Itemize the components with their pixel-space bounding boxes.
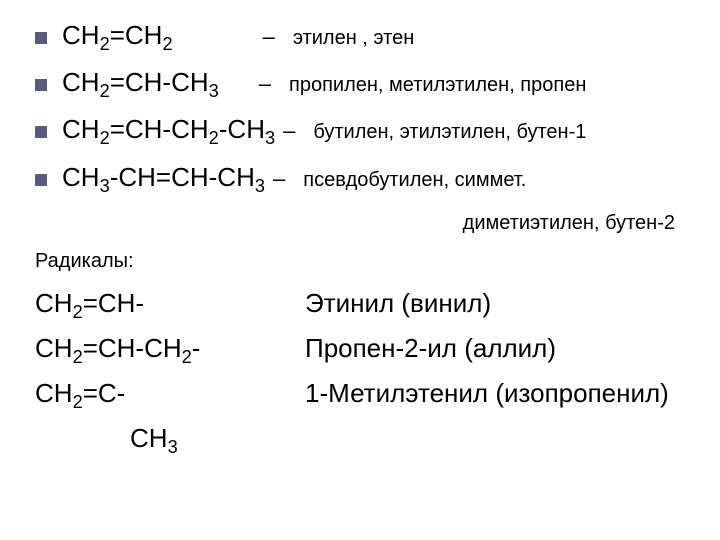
bullet-item: СН3-СН=СН-СН3 – псевдобутилен, симмет.	[35, 162, 685, 197]
formula: СН2=СН-СН2-СН3	[62, 114, 275, 149]
radical-name: Пропен-2-ил (аллил)	[305, 333, 556, 368]
formula: СН3-СН=СН-СН3	[62, 162, 265, 197]
subscript: 3	[100, 176, 110, 196]
formula-part: СН	[62, 67, 100, 97]
formula-part: =СН-СН	[110, 114, 209, 144]
radical-row: СН2=СН- Этинил (винил)	[35, 288, 685, 323]
formula-part: СН	[62, 162, 100, 192]
bullet-square	[35, 79, 47, 91]
bullet-list: СН2=СН2 – этилен , этен СН2=СН-СН3 – про…	[35, 20, 685, 197]
bullet-item: СН2=СН-СН3 – пропилен, метилэтилен, проп…	[35, 67, 685, 102]
compound-name: пропилен, метилэтилен, пропен	[289, 74, 586, 97]
subscript: 2	[100, 81, 110, 101]
radical-name: Этинил (винил)	[305, 288, 491, 323]
branch-group: СН3	[130, 423, 685, 458]
formula-part: СН	[35, 378, 73, 408]
compound-name: этилен , этен	[293, 27, 414, 50]
em-dash: –	[273, 166, 285, 192]
name-continuation: диметиэтилен, бутен-2	[35, 212, 685, 235]
radical-name: 1-Метилэтенил (изопропенил)	[305, 378, 669, 413]
bullet-square	[35, 174, 47, 186]
em-dash: –	[283, 118, 295, 144]
subscript: 2	[100, 129, 110, 149]
radical-formula: СН2=СН-	[35, 288, 305, 323]
compound-name: псевдобутилен, симмет.	[303, 169, 526, 192]
em-dash: –	[259, 71, 271, 97]
formula: СН2=СН-СН3	[62, 67, 219, 102]
formula-part: СН	[35, 333, 73, 363]
bullet-square	[35, 32, 47, 44]
formula-part: =СН	[110, 20, 163, 50]
bullet-item: СН2=СН2 – этилен , этен	[35, 20, 685, 55]
subscript: 3	[265, 129, 275, 149]
formula-part: =С-	[83, 378, 126, 408]
subscript: 3	[209, 81, 219, 101]
compound-name: бутилен, этилэтилен, бутен-1	[313, 121, 586, 144]
subscript: 2	[100, 34, 110, 54]
subscript: 2	[73, 302, 83, 322]
formula-part: -СН=СН-СН	[110, 162, 255, 192]
subscript: 2	[73, 392, 83, 412]
subscript: 3	[255, 176, 265, 196]
formula-part: -	[192, 333, 201, 363]
subscript: 2	[162, 34, 172, 54]
formula: СН2=СН2	[62, 20, 173, 55]
radicals-title: Радикалы:	[35, 250, 685, 273]
subscript: 3	[168, 438, 178, 458]
radical-formula: СН2=С-	[35, 378, 305, 413]
formula-part: =СН-	[83, 288, 144, 318]
radical-row: СН2=СН-СН2- Пропен-2-ил (аллил)	[35, 333, 685, 368]
bullet-item: СН2=СН-СН2-СН3 – бутилен, этилэтилен, бу…	[35, 114, 685, 149]
em-dash: –	[263, 24, 275, 50]
radical-formula: СН2=СН-СН2-	[35, 333, 305, 368]
subscript: 2	[73, 347, 83, 367]
formula-part: СН	[62, 114, 100, 144]
formula-part: =СН-СН	[83, 333, 182, 363]
subscript: 2	[182, 347, 192, 367]
formula-part: СН	[62, 20, 100, 50]
bullet-square	[35, 126, 47, 138]
formula-part: СН	[130, 423, 168, 453]
formula-part: СН	[35, 288, 73, 318]
formula-part: -СН	[219, 114, 265, 144]
formula-part: =СН-СН	[110, 67, 209, 97]
radical-row: СН2=С- 1-Метилэтенил (изопропенил)	[35, 378, 685, 413]
subscript: 2	[209, 129, 219, 149]
